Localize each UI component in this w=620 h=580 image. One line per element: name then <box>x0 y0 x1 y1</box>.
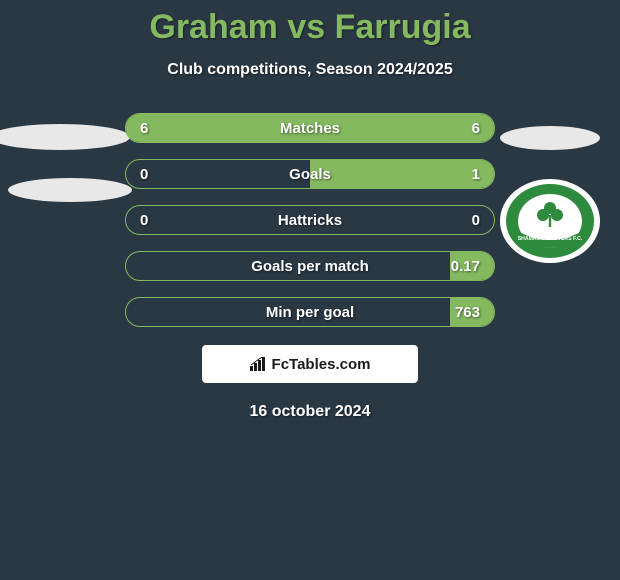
branding-text: FcTables.com <box>272 356 371 373</box>
stat-label: Goals per match <box>126 258 494 275</box>
stat-row: 66Matches <box>125 113 495 143</box>
bar-chart-icon <box>250 357 268 371</box>
stat-row: 0.17Goals per match <box>125 251 495 281</box>
stat-row: 00Hattricks <box>125 205 495 235</box>
footer-date: 16 october 2024 <box>0 403 620 421</box>
page-title: Graham vs Farrugia <box>0 8 620 47</box>
player-right-badge-placeholder <box>500 126 600 150</box>
stat-label: Matches <box>126 120 494 137</box>
page-subtitle: Club competitions, Season 2024/2025 <box>0 61 620 79</box>
club-badge-shamrock-rovers: SHAMROCK ROVERS F.C. <box>500 179 600 263</box>
stat-label: Goals <box>126 166 494 183</box>
stat-row: 763Min per goal <box>125 297 495 327</box>
player-left-badge-placeholder-2 <box>8 178 132 202</box>
stat-row: 01Goals <box>125 159 495 189</box>
stat-label: Min per goal <box>126 304 494 321</box>
branding-box[interactable]: FcTables.com <box>202 345 418 383</box>
stat-label: Hattricks <box>126 212 494 229</box>
svg-text:SHAMROCK ROVERS F.C.: SHAMROCK ROVERS F.C. <box>518 236 583 242</box>
